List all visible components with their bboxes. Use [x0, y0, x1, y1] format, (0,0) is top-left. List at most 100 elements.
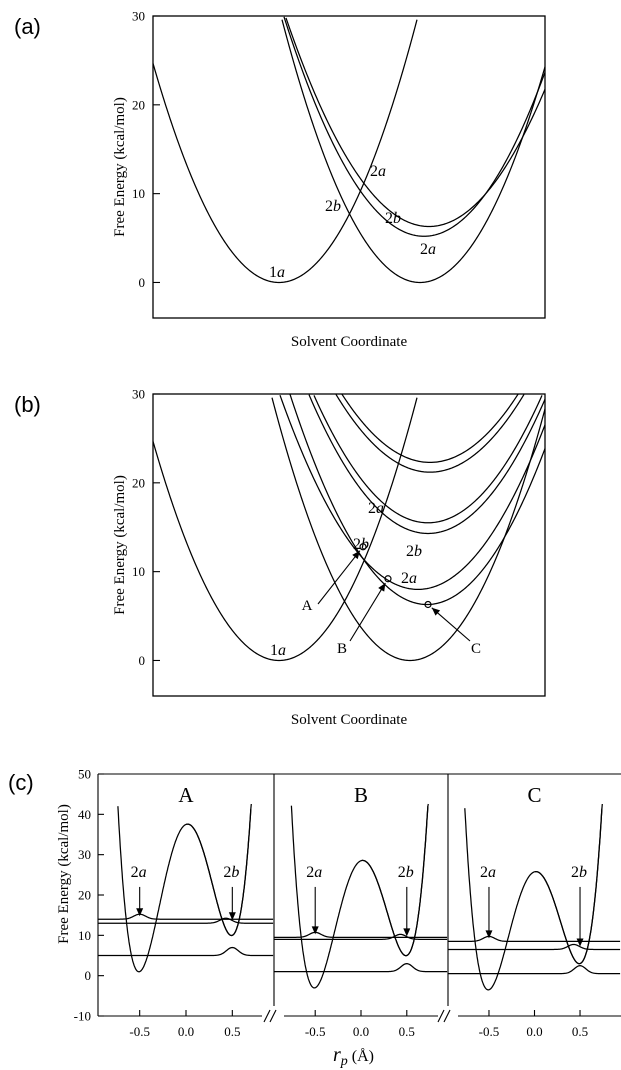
panel-c: (c) -10 0 10 20 30 40 50 -0.5 0.0 0.5 A 2a 2b -0.5 0.0…	[8, 767, 621, 1069]
panel-a-y-label: Free Energy (kcal/mol)	[112, 97, 128, 237]
panel-c-x-label-unit: (Å)	[352, 1047, 374, 1065]
point-label-A: A	[302, 598, 313, 614]
potential-curve-B	[290, 803, 429, 989]
arrow-A	[317, 550, 361, 605]
level-label-2b: 2b	[398, 864, 414, 881]
potential-curve-right-C	[534, 808, 603, 965]
curve-excited-6	[335, 394, 525, 473]
panel-a: (a) 0 10 20 30 1a 2b 2a 2b 2a Free Energy (kcal…	[14, 9, 546, 350]
point-B	[384, 575, 392, 583]
curve-2b	[279, 394, 546, 591]
panel-a-y-tick-label: 30	[132, 9, 145, 24]
curve-1a	[152, 19, 418, 284]
panel-a-y-tick-label: 10	[132, 186, 145, 201]
potential-curve-right-A	[186, 809, 252, 937]
panel-a-frame	[152, 15, 546, 319]
panel-a-y-axis: 0 10 20 30	[132, 9, 160, 290]
panel-c-axis-break	[263, 1009, 271, 1023]
level-arrowhead-2b	[228, 912, 236, 921]
panel-c-y-tick-label: 0	[85, 968, 92, 983]
panel-a-curves	[152, 16, 546, 284]
subpanel-title-A: A	[178, 783, 194, 807]
panel-c-x-tick-label: 0.5	[224, 1024, 240, 1039]
proton-level-B	[274, 931, 448, 938]
proton-level-A	[98, 946, 274, 957]
panel-b-y-tick-label: 0	[139, 653, 146, 668]
panel-c-x-tick-label: 0.0	[178, 1024, 194, 1039]
panel-a-label: (a)	[14, 14, 41, 39]
panel-c-y-tick-label: -10	[74, 1009, 91, 1024]
proton-level-A	[98, 917, 274, 924]
level-label-2a: 2a	[131, 864, 147, 881]
subpanel-title-C: C	[527, 783, 541, 807]
curve-2a	[281, 19, 546, 284]
panel-c-x-tick-label: -0.5	[479, 1024, 500, 1039]
curve-excited-4	[308, 394, 546, 535]
level-label-2b: 2b	[223, 864, 239, 881]
panel-c-y-tick-label: 20	[78, 888, 91, 903]
panel-c-label: (c)	[8, 770, 34, 795]
arrowhead-B	[378, 583, 386, 592]
panel-a-curve-labels: 1a 2b 2a 2b 2a	[269, 163, 436, 281]
curve-1a	[152, 397, 418, 662]
curve-2a	[283, 16, 546, 237]
panel-b-y-tick-label: 10	[132, 564, 145, 579]
panel-b-y-tick-label: 30	[132, 387, 145, 402]
proton-level-C	[448, 943, 621, 951]
curve-label-2b: 2b	[325, 198, 341, 215]
panel-c-body: -10 0 10 20 30 40 50 -0.5 0.0 0.5 A 2a 2b -0.5 0.0 0.5 B…	[74, 767, 621, 1039]
panel-b-y-label: Free Energy (kcal/mol)	[112, 475, 128, 615]
level-label-2a: 2a	[480, 864, 496, 881]
panel-b-label: (b)	[14, 392, 41, 417]
level-arrowhead-2b	[403, 928, 411, 937]
curve-label-1a: 1a	[270, 642, 286, 659]
point-C	[424, 600, 432, 609]
curve-2a	[271, 397, 546, 662]
potential-curve-A	[117, 803, 252, 973]
panel-c-x-label: rp (Å)	[333, 1044, 374, 1069]
point-label-B: B	[337, 641, 347, 657]
curve-label-2a: 2a	[368, 500, 384, 517]
panel-c-x-label-symbol: r	[333, 1044, 341, 1066]
panel-c-x-tick-label: 0.0	[353, 1024, 369, 1039]
point-label-C: C	[471, 641, 481, 657]
panel-b-frame	[152, 393, 546, 697]
level-label-2a: 2a	[306, 864, 322, 881]
arrow-B	[349, 582, 386, 642]
curve-label-2a: 2a	[401, 570, 417, 587]
panel-c-y-tick-label: 50	[78, 767, 91, 782]
proton-level-C	[448, 935, 621, 943]
panel-c-axis-break	[443, 1009, 451, 1023]
panel-c-x-tick-label: -0.5	[129, 1024, 150, 1039]
curve-label-1a: 1a	[269, 264, 285, 281]
curve-2b	[285, 17, 546, 228]
level-arrowhead-2a	[136, 908, 144, 917]
curve-excited-7	[341, 393, 519, 464]
panel-c-y-tick-label: 10	[78, 928, 91, 943]
curve-label-2a: 2a	[420, 241, 436, 258]
panel-b-curves	[152, 393, 546, 662]
level-label-2b: 2b	[571, 864, 587, 881]
arrow-C	[431, 607, 471, 642]
panel-c-y-tick-label: 40	[78, 807, 91, 822]
panel-b-y-tick-label: 20	[132, 475, 145, 490]
potential-curve-right-B	[361, 806, 429, 957]
arrowhead-C	[431, 607, 441, 616]
panel-a-y-tick-label: 0	[139, 275, 146, 290]
panel-c-axis-break	[269, 1009, 277, 1023]
panel-c-x-tick-label: 0.0	[526, 1024, 542, 1039]
subpanel-title-B: B	[354, 783, 368, 807]
panel-a-y-tick-label: 20	[132, 97, 145, 112]
curve-excited-5	[313, 395, 543, 524]
arrowhead-A	[352, 550, 360, 560]
panel-a-x-label: Solvent Coordinate	[291, 334, 408, 350]
level-arrowhead-2b	[576, 938, 584, 947]
level-arrowhead-2a	[311, 926, 319, 935]
proton-level-C	[448, 965, 621, 975]
curve-label-2b: 2b	[406, 543, 422, 560]
panel-b-x-label: Solvent Coordinate	[291, 712, 408, 728]
panel-b-points: A B C	[302, 543, 481, 657]
panel-b-y-axis: 0 10 20 30	[132, 387, 160, 668]
panel-c-x-label-subscript: p	[340, 1054, 348, 1069]
